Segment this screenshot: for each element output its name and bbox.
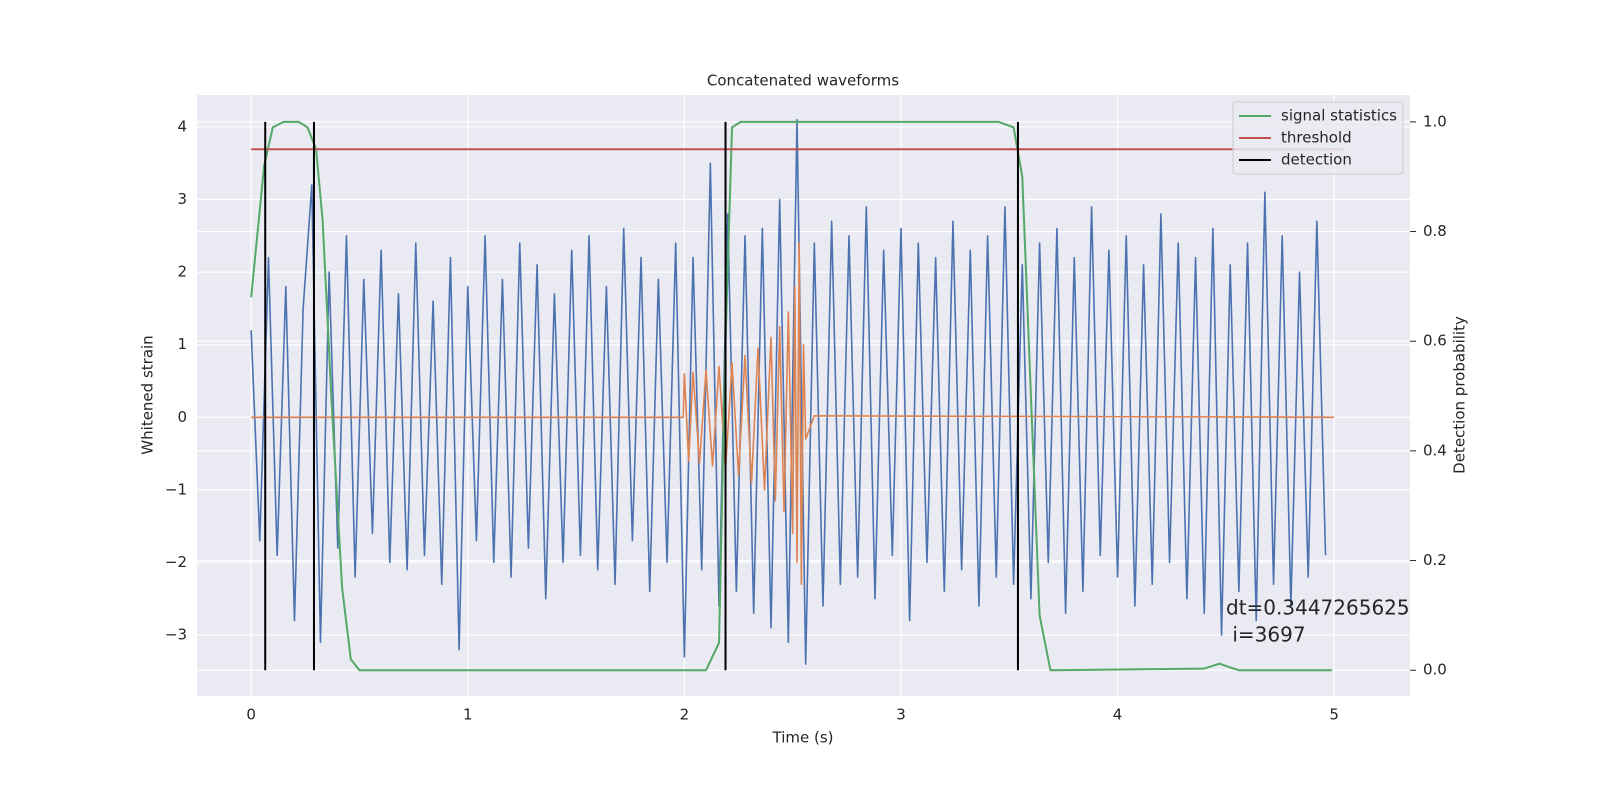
x-axis-label: Time (s) (772, 729, 834, 747)
chart-title: Concatenated waveforms (707, 72, 899, 90)
x-tick-label: 2 (680, 706, 690, 724)
y-axis-label: Whitened strain (139, 335, 157, 454)
annotation: dt=0.3447265625 (1226, 596, 1410, 620)
x-tick-label: 5 (1329, 706, 1339, 724)
y2-tick-label: 0.6 (1423, 332, 1447, 350)
legend-label: threshold (1281, 129, 1352, 147)
y-tick-label: −1 (165, 480, 187, 498)
y2-tick-label: 0.8 (1423, 222, 1447, 240)
annotation: i=3697 (1226, 623, 1306, 647)
y2-tick-label: 0.0 (1423, 661, 1447, 679)
x-tick-label: 3 (896, 706, 906, 724)
y-tick-label: 2 (177, 263, 187, 281)
legend-label: detection (1281, 151, 1352, 169)
y2-axis-label: Detection probability (1451, 316, 1469, 474)
legend-label: signal statistics (1281, 107, 1397, 125)
y-tick-label: 0 (177, 408, 187, 426)
y2-tick-label: 1.0 (1423, 112, 1447, 130)
x-tick-label: 0 (246, 706, 256, 724)
y-tick-label: 4 (177, 117, 187, 135)
series-line (250, 118, 1327, 665)
y-tick-label: 3 (177, 190, 187, 208)
y-tick-label: −2 (165, 553, 187, 571)
series-line (250, 120, 1333, 672)
legend-box (1232, 101, 1404, 175)
y2-tick-label: 0.4 (1423, 441, 1447, 459)
x-tick-label: 1 (463, 706, 473, 724)
y2-tick-label: 0.2 (1423, 551, 1447, 569)
series-line (251, 242, 1335, 586)
y-tick-label: 1 (177, 335, 187, 353)
x-tick-label: 4 (1113, 706, 1123, 724)
y-tick-label: −3 (165, 626, 187, 644)
